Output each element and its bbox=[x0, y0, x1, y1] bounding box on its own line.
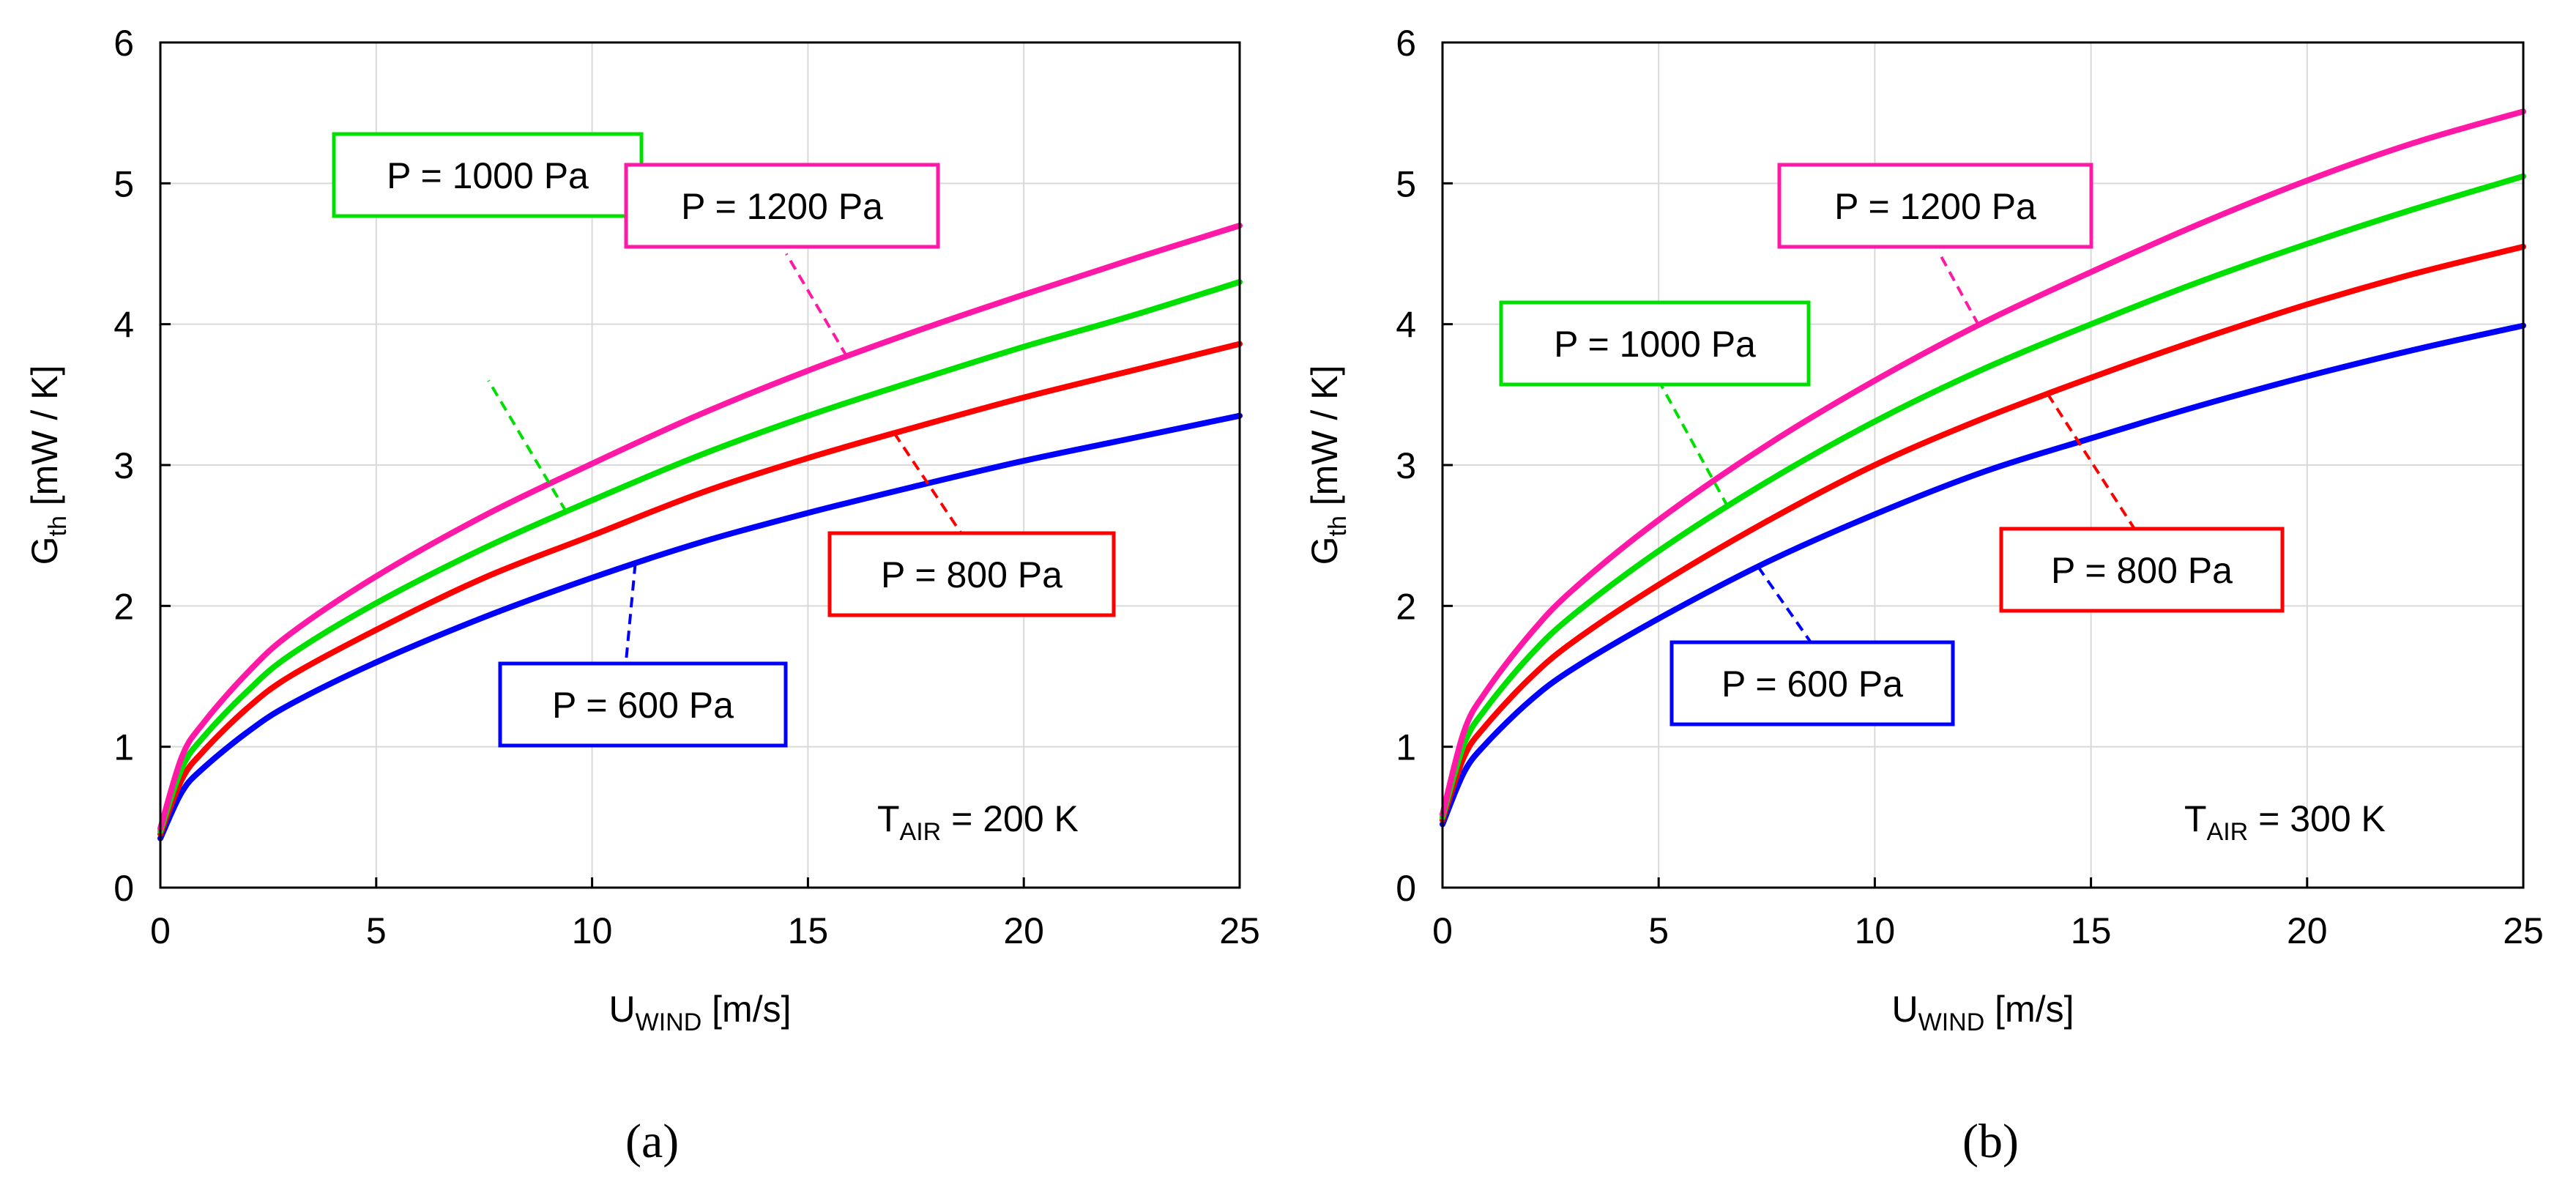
series-line bbox=[1440, 243, 2526, 823]
callout-box bbox=[624, 163, 940, 249]
x-tick-label: 10 bbox=[1855, 910, 1896, 951]
y-label-subscript: th bbox=[44, 516, 72, 536]
x-axis-label: UWIND [m/s] bbox=[1892, 989, 2074, 1036]
series-callouts: P = 600 Pa P = 800 Pa P = 1000 Pa P = 1200 … bbox=[332, 132, 1116, 748]
y-tick-label: 5 bbox=[1396, 163, 1416, 204]
series-line bbox=[157, 412, 1243, 841]
plot-frame bbox=[1441, 41, 2525, 889]
x-label-subscript: WIND bbox=[1918, 1008, 1985, 1036]
x-tick-label: 20 bbox=[2287, 910, 2328, 951]
series-line bbox=[1440, 322, 2526, 828]
y-tick-label: 4 bbox=[113, 305, 134, 346]
y-tick-label: 3 bbox=[113, 445, 134, 486]
x-tick-label: 25 bbox=[2503, 910, 2544, 951]
y-tick-label: 0 bbox=[1396, 868, 1416, 909]
y-label-unit: [mW / K] bbox=[1304, 365, 1345, 516]
series-line bbox=[1440, 173, 2526, 820]
y-tick-label: 0 bbox=[113, 868, 134, 909]
callout-leader bbox=[487, 379, 567, 513]
series-label: P = 800 Pa bbox=[881, 554, 1062, 595]
series-line bbox=[157, 279, 1243, 835]
x-tick-label: 20 bbox=[1003, 910, 1044, 951]
series-label: P = 1000 Pa bbox=[1554, 324, 1756, 365]
y-axis: 0 1 2 3 4 5 6 bbox=[1396, 23, 1453, 909]
x-tick-label: 15 bbox=[2071, 910, 2112, 951]
annotation-subscript: AIR bbox=[2207, 818, 2249, 846]
series-line bbox=[1440, 108, 2526, 817]
callout-leader bbox=[785, 253, 849, 357]
series-label: P = 800 Pa bbox=[2051, 550, 2233, 591]
y-axis-label: Gth [mW / K] bbox=[24, 365, 72, 565]
x-label-main: U bbox=[1892, 989, 1918, 1030]
series-group bbox=[1440, 108, 2526, 828]
x-tick-label: 10 bbox=[572, 910, 613, 951]
x-tick-label: 5 bbox=[366, 910, 387, 951]
x-tick-label: 15 bbox=[788, 910, 829, 951]
y-tick-label: 1 bbox=[1396, 727, 1416, 768]
panel-label: (a) bbox=[625, 1115, 679, 1168]
callout-box bbox=[1777, 163, 2093, 249]
temperature-annotation: TAIR = 300 K bbox=[2184, 798, 2386, 846]
series-line bbox=[157, 223, 1243, 832]
callout-box bbox=[1669, 640, 1955, 727]
y-tick-label: 4 bbox=[1396, 305, 1416, 346]
y-axis-label: Gth [mW / K] bbox=[1304, 365, 1352, 565]
x-tick-label: 0 bbox=[1432, 910, 1453, 951]
x-axis-label: UWIND [m/s] bbox=[609, 989, 792, 1036]
callout-leader bbox=[1657, 379, 1730, 508]
callout-leader bbox=[893, 432, 974, 551]
y-tick-label: 3 bbox=[1396, 445, 1416, 486]
callout-leader bbox=[1938, 253, 1980, 326]
x-tick-label: 0 bbox=[150, 910, 171, 951]
x-label-subscript: WIND bbox=[636, 1008, 702, 1036]
temperature-annotation: TAIR = 200 K bbox=[877, 798, 1079, 846]
callout-box bbox=[827, 531, 1116, 617]
annotation-main: T bbox=[2184, 798, 2207, 839]
y-tick-label: 2 bbox=[1396, 586, 1416, 627]
series-line bbox=[157, 341, 1243, 837]
x-tick-label: 5 bbox=[1648, 910, 1669, 951]
panel-label: (b) bbox=[1962, 1115, 2019, 1168]
series-label: P = 600 Pa bbox=[1721, 664, 1903, 705]
series-label: P = 1200 Pa bbox=[1834, 186, 2036, 227]
annotation-subscript: AIR bbox=[900, 818, 942, 846]
y-label-unit: [mW / K] bbox=[24, 365, 65, 516]
callout-box bbox=[1999, 527, 2285, 613]
callout-box bbox=[498, 661, 788, 748]
y-label-main: G bbox=[1304, 537, 1345, 565]
callout-leader bbox=[2046, 393, 2136, 529]
x-label-unit: [m/s] bbox=[1984, 989, 2074, 1030]
callout-box bbox=[1499, 300, 1811, 387]
series-label: P = 600 Pa bbox=[552, 685, 734, 726]
series-callouts: P = 600 Pa P = 800 Pa P = 1000 Pa P = 1200 … bbox=[1499, 163, 2285, 727]
y-label-subscript: th bbox=[1324, 516, 1352, 536]
annotation-value: = 200 K bbox=[941, 798, 1079, 839]
x-label-main: U bbox=[609, 989, 636, 1030]
x-tick-label: 25 bbox=[1219, 910, 1260, 951]
y-tick-label: 2 bbox=[113, 586, 134, 627]
y-tick-label: 5 bbox=[113, 163, 134, 204]
series-label: P = 1200 Pa bbox=[681, 186, 883, 227]
plot-frame bbox=[159, 41, 1241, 889]
series-label: P = 1000 Pa bbox=[387, 155, 589, 196]
y-tick-label: 6 bbox=[1396, 23, 1416, 64]
series-group bbox=[157, 223, 1243, 841]
annotation-value: = 300 K bbox=[2248, 798, 2386, 839]
y-label-main: G bbox=[24, 537, 65, 565]
annotation-main: T bbox=[877, 798, 900, 839]
x-label-unit: [m/s] bbox=[701, 989, 791, 1030]
y-tick-label: 6 bbox=[113, 23, 134, 64]
y-tick-label: 1 bbox=[113, 727, 134, 768]
callout-leader bbox=[1757, 565, 1812, 642]
